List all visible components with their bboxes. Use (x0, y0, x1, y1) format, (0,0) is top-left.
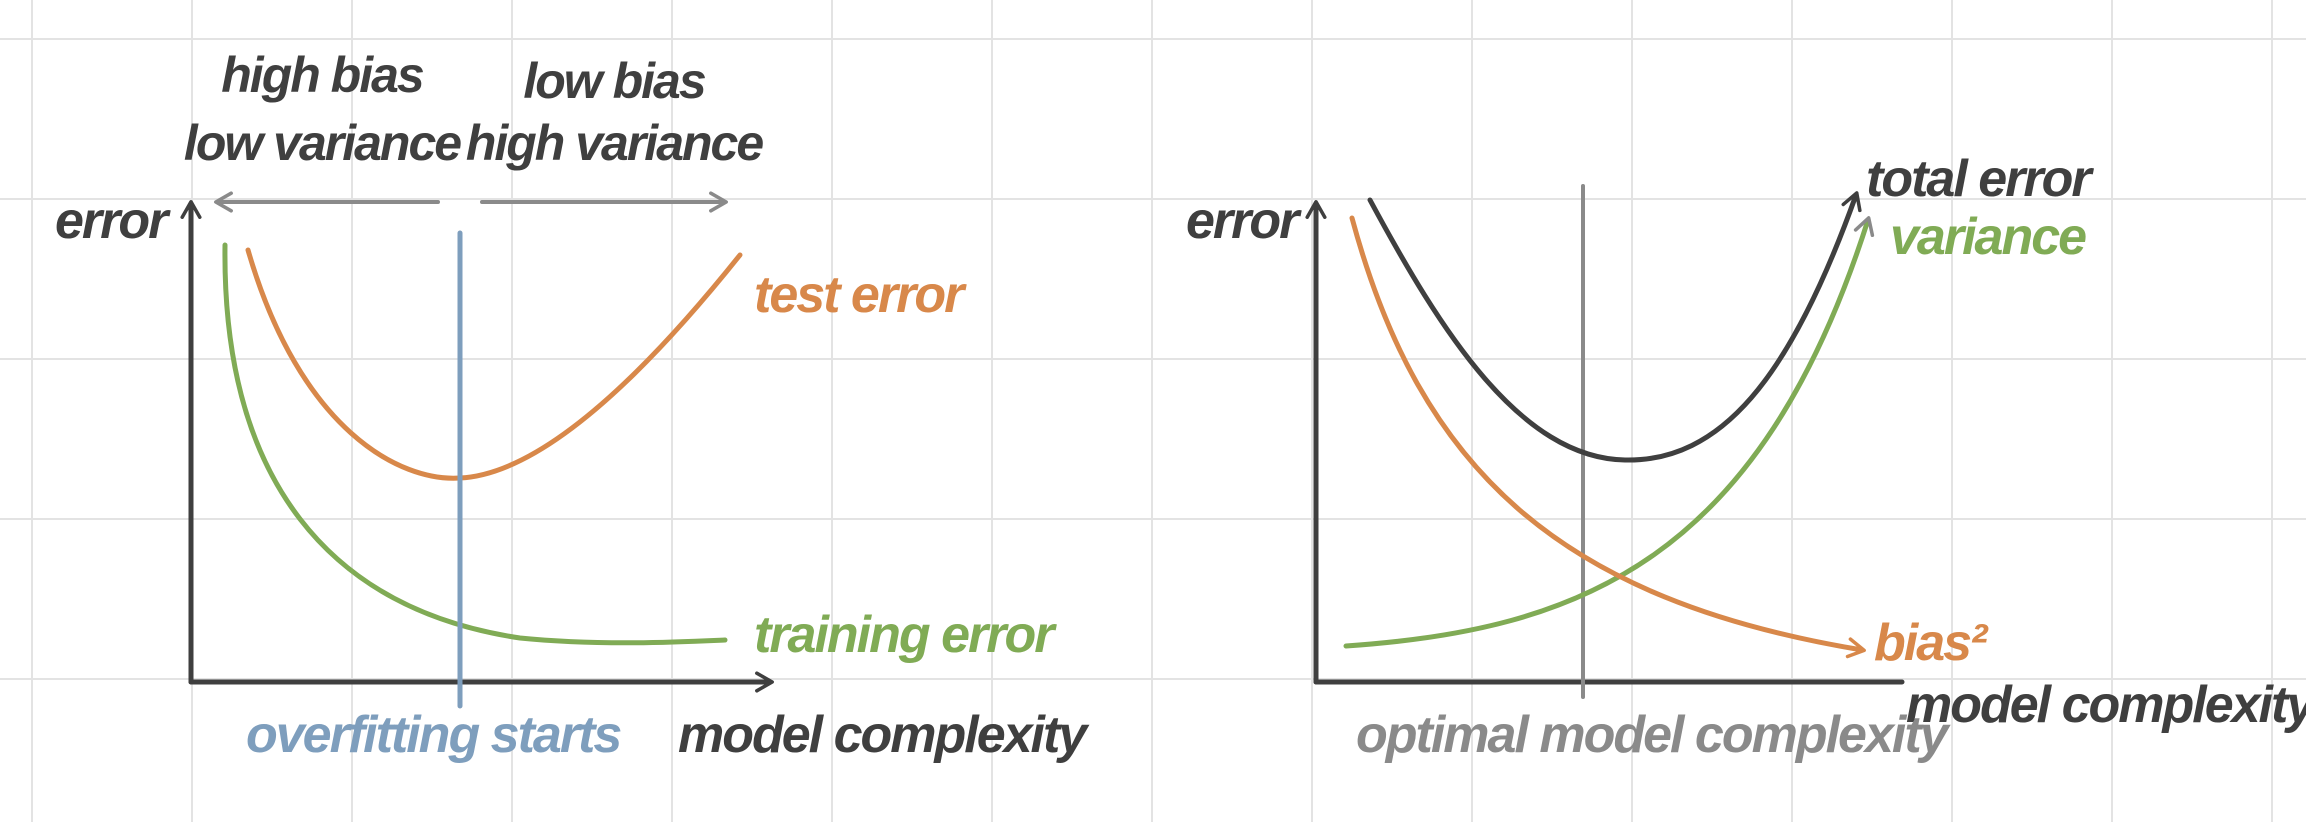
variance-curve (1343, 216, 1875, 649)
high-bias-label: high bias (221, 47, 424, 103)
training-error-curve (222, 242, 728, 646)
high-variance-label: high variance (466, 115, 764, 171)
low-bias-label: low bias (523, 53, 705, 109)
overfitting-starts-label: overfitting starts (246, 706, 621, 764)
right-panel: error total error variance bias² model c… (1186, 150, 2306, 764)
test-error-curve (245, 247, 743, 481)
training-error-label: training error (754, 606, 1057, 664)
low-variance-label: low variance (184, 115, 461, 171)
total-error-curve (1367, 191, 1862, 463)
left-x-axis-label: model complexity (678, 706, 1090, 764)
bias-curve (1349, 215, 1866, 659)
optimal-model-complexity-label: optimal model complexity (1356, 706, 1952, 764)
left-panel: error high bias low variance low bias hi… (55, 47, 1092, 764)
variance-label: variance (1890, 208, 2086, 266)
bias-squared-label: bias² (1874, 614, 1989, 672)
test-error-label: test error (754, 266, 967, 324)
left-y-axis-label: error (55, 192, 171, 250)
total-error-label: total error (1866, 150, 2094, 208)
right-y-axis-label: error (1186, 192, 1302, 250)
right-x-axis-label: model complexity (1906, 676, 2306, 734)
